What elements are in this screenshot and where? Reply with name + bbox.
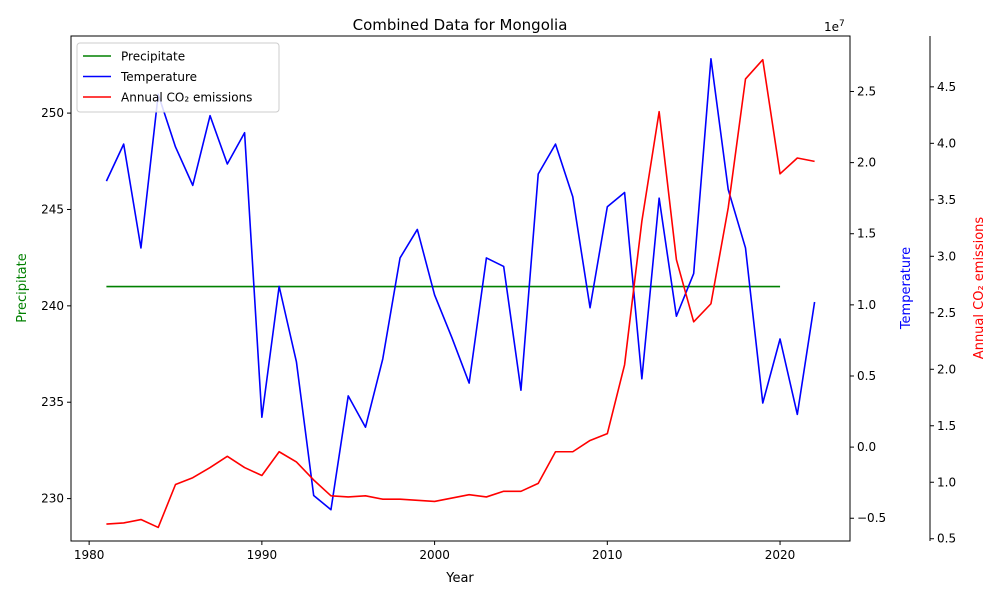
right-axis-label: Temperature [899,247,914,330]
right2-tick-label: 0.5 [937,532,956,546]
right-tick-label: −0.5 [857,511,886,525]
right-tick-label: 0.0 [857,440,876,454]
x-tick-label: 1990 [247,548,278,562]
x-tick-label: 2020 [765,548,796,562]
right2-tick-label: 4.5 [937,80,956,94]
right-axis: −0.5 0.0 0.5 1.0 1.5 2.0 2.5 [850,84,886,525]
left-tick-label: 230 [41,492,64,506]
annual-co-emissions-line [106,58,815,529]
legend-label-precipitate: Precipitate [121,50,185,64]
left-axis-label: Precipitate [15,253,30,322]
left-tick-label: 235 [41,395,64,409]
left-tick-label: 250 [41,106,64,120]
left-tick-label: 240 [41,299,64,313]
right2-tick-label: 4.0 [937,136,956,150]
x-tick-label: 1980 [74,548,105,562]
legend-label-annual-co-emissions: Annual CO₂ emissions [121,91,252,105]
right2-tick-label: 3.0 [937,249,956,263]
plot-lines [105,57,816,529]
right-tick-label: 0.5 [857,369,876,383]
x-axis: 1980 1990 2000 2010 2020 [74,541,795,562]
x-tick-label: 2000 [419,548,450,562]
temperature-line [105,57,816,511]
right2-tick-label: 2.5 [937,306,956,320]
legend: Precipitate Temperature Annual CO₂ emissio… [76,42,280,113]
right2-axis: 0.5 1.0 1.5 2.0 2.5 3.0 3.5 4.0 4.5 [929,36,956,546]
right2-axis-label: Annual CO₂ emissions [972,217,987,360]
right2-tick-label: 1.0 [937,475,956,489]
x-tick-label: 2010 [592,548,623,562]
right-tick-label: 2.5 [857,84,876,98]
right-tick-label: 2.0 [857,156,876,170]
plot-frame [70,35,851,542]
left-tick-label: 245 [41,202,64,216]
right2-tick-label: 2.0 [937,362,956,376]
right-tick-label: 1.5 [857,227,876,241]
multiplier-exponent: 7 [839,19,845,29]
right2-tick-label: 1.5 [937,419,956,433]
right2-tick-label: 3.5 [937,193,956,207]
legend-label-temperature: Temperature [120,70,197,84]
right-tick-label: 1.0 [857,298,876,312]
x-axis-label: Year [445,571,474,586]
chart-title: Combined Data for Mongolia [353,16,568,34]
legend-box [76,42,280,113]
left-axis: 230 235 240 245 250 [41,106,71,506]
